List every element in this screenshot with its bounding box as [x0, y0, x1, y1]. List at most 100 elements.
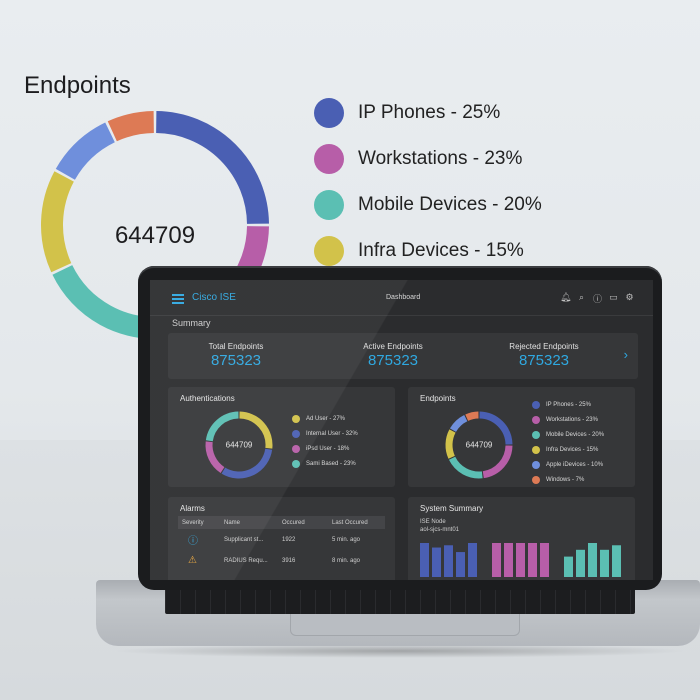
panel-title: Alarms [180, 504, 205, 513]
endpoints-donut-segment-5[interactable] [465, 411, 479, 421]
endpoints-donut-chart: 644709 [445, 411, 513, 479]
authentications-panel: Authentications 644709 Ad User - 27% Inte… [168, 387, 395, 487]
column-header[interactable]: Last Occured [332, 519, 368, 526]
column-header[interactable]: Name [224, 519, 241, 526]
legend-item[interactable]: Windows - 7% [532, 472, 604, 487]
kpi-total-endpoints[interactable]: Total Endpoints 875323 [176, 342, 296, 369]
endpoints-panel: Endpoints 644709 IP Phones - 25% Workstat… [408, 387, 635, 487]
chevron-right-icon[interactable]: › [623, 347, 628, 362]
legend-item[interactable]: iPsd User - 18% [292, 441, 358, 456]
alarm-occured: 1922 [282, 536, 296, 543]
hero-donut-segment-0[interactable] [155, 111, 269, 225]
bell-icon[interactable]: 🔔︎ [560, 292, 572, 302]
authentications-donut-segment-2[interactable] [205, 441, 225, 473]
bar-group-0-bar-1 [432, 547, 441, 577]
hero-donut-segment-5[interactable] [107, 111, 155, 142]
authentications-donut-segment-0[interactable] [239, 411, 273, 449]
bar-group-1-bar-2 [516, 543, 525, 577]
search-icon[interactable]: ⌕ [578, 292, 585, 302]
bar-group-0-bar-0 [420, 543, 429, 577]
endpoints-donut-segment-0[interactable] [479, 411, 513, 445]
brand-logo[interactable]: Cisco ISE [192, 292, 236, 303]
hero-title: Endpoints [24, 72, 131, 99]
panel-title: Endpoints [420, 394, 456, 403]
legend-label: Windows - 7% [546, 476, 585, 483]
table-row[interactable]: ⓘ Supplicant st... 1922 5 min. ago [178, 529, 385, 550]
panel-title: System Summary [420, 504, 484, 513]
legend-swatch [532, 430, 540, 439]
legend-item[interactable]: Workstations - 23% [532, 412, 604, 427]
kpi-panel: Total Endpoints 875323 Active Endpoints … [168, 333, 638, 379]
kpi-label: Active Endpoints [363, 342, 423, 351]
legend-item: Infra Devices - 15% [314, 228, 542, 274]
endpoints-legend: IP Phones - 25% Workstations - 23% Mobile … [532, 397, 604, 487]
legend-label: IP Phones - 25% [358, 102, 501, 123]
hamburger-menu-icon[interactable] [172, 294, 184, 304]
legend-swatch [532, 415, 540, 424]
kpi-rejected-endpoints[interactable]: Rejected Endpoints 875323 [484, 342, 604, 369]
endpoints-donut-segment-3[interactable] [445, 429, 456, 459]
column-header[interactable]: Occured [282, 519, 305, 526]
kpi-value: 875323 [210, 352, 262, 369]
hero-donut-segment-3[interactable] [41, 171, 74, 273]
legend-item[interactable]: Internal User - 32% [292, 426, 358, 441]
summary-heading: Summary [172, 318, 211, 328]
alarm-last-occured: 5 min. ago [332, 536, 361, 543]
top-bar: Cisco ISE Dashboard 🔔︎ ⌕ ⓘ ▭ ⚙ [150, 280, 653, 316]
legend-item[interactable]: IP Phones - 25% [532, 397, 604, 412]
legend-swatch [532, 475, 540, 484]
help-icon[interactable]: ⓘ [592, 294, 602, 304]
column-header[interactable]: Severity [182, 519, 204, 526]
authentications-legend: Ad User - 27% Internal User - 32% iPsd Use… [292, 411, 358, 471]
legend-swatch [292, 459, 300, 468]
legend-swatch [532, 445, 540, 454]
legend-swatch [314, 236, 344, 266]
legend-swatch [292, 414, 300, 423]
legend-swatch [532, 460, 540, 469]
info-icon: ⓘ [188, 536, 198, 547]
bar-group-2-bar-0 [564, 556, 573, 577]
bar-group-1-bar-1 [504, 543, 513, 577]
legend-swatch [314, 190, 344, 220]
legend-label: Ad User - 27% [306, 415, 346, 422]
legend-item: IP Phones - 25% [314, 90, 542, 136]
bar-group-2-bar-3 [600, 549, 609, 577]
legend-item[interactable]: Sami Based - 23% [292, 456, 358, 471]
legend-item: Mobile Devices - 20% [314, 182, 542, 228]
node-name: aol-sjcs-mnt01 [420, 527, 460, 533]
bar-group-1-bar-0 [492, 543, 501, 577]
bar-group-0-bar-4 [468, 543, 477, 577]
legend-item[interactable]: Apple iDevices - 10% [532, 457, 604, 472]
system-summary-bar-chart [420, 543, 621, 577]
system-summary-panel: System Summary ISE Node aol-sjcs-mnt01 [408, 497, 635, 580]
legend-label: Workstations - 23% [358, 148, 523, 169]
authentications-donut-segment-3[interactable] [205, 411, 239, 442]
endpoints-donut-center-value: 644709 [466, 441, 493, 450]
severity-cell: ⚠ [178, 555, 224, 566]
legend-item[interactable]: Infra Devices - 15% [532, 442, 604, 457]
hero-donut-segment-4[interactable] [55, 122, 116, 181]
kpi-active-endpoints[interactable]: Active Endpoints 875323 [333, 342, 453, 369]
gear-icon[interactable]: ⚙ [625, 292, 634, 302]
warning-icon: ⚠ [188, 555, 197, 566]
legend-label: Workstations - 23% [546, 416, 598, 423]
endpoints-donut-segment-2[interactable] [448, 456, 483, 479]
bar-group-1-bar-3 [528, 543, 537, 577]
panel-title: Authentications [180, 394, 235, 403]
node-info: ISE Node aol-sjcs-mnt01 [420, 518, 459, 534]
hero-legend: IP Phones - 25% Workstations - 23% Mobile … [314, 90, 542, 274]
legend-item[interactable]: Mobile Devices - 20% [532, 427, 604, 442]
legend-item[interactable]: Ad User - 27% [292, 411, 358, 426]
table-row[interactable]: ⚠ RADIUS Requ... 3916 8 min. ago [178, 550, 385, 571]
legend-swatch [314, 144, 344, 174]
legend-label: iPsd User - 18% [306, 445, 350, 452]
bar-group-1-bar-4 [540, 543, 549, 577]
endpoints-donut-segment-1[interactable] [482, 445, 513, 479]
legend-swatch [292, 444, 300, 453]
endpoints-donut-segment-4[interactable] [449, 414, 468, 433]
alarms-table: Severity Name Occured Last Occured ⓘ Sup… [178, 516, 385, 571]
monitor-icon[interactable]: ▭ [609, 292, 618, 302]
hero-donut-center-value: 644709 [114, 222, 196, 249]
authentications-donut-segment-1[interactable] [221, 448, 273, 479]
alarms-panel: Alarms Severity Name Occured Last Occure… [168, 497, 395, 580]
